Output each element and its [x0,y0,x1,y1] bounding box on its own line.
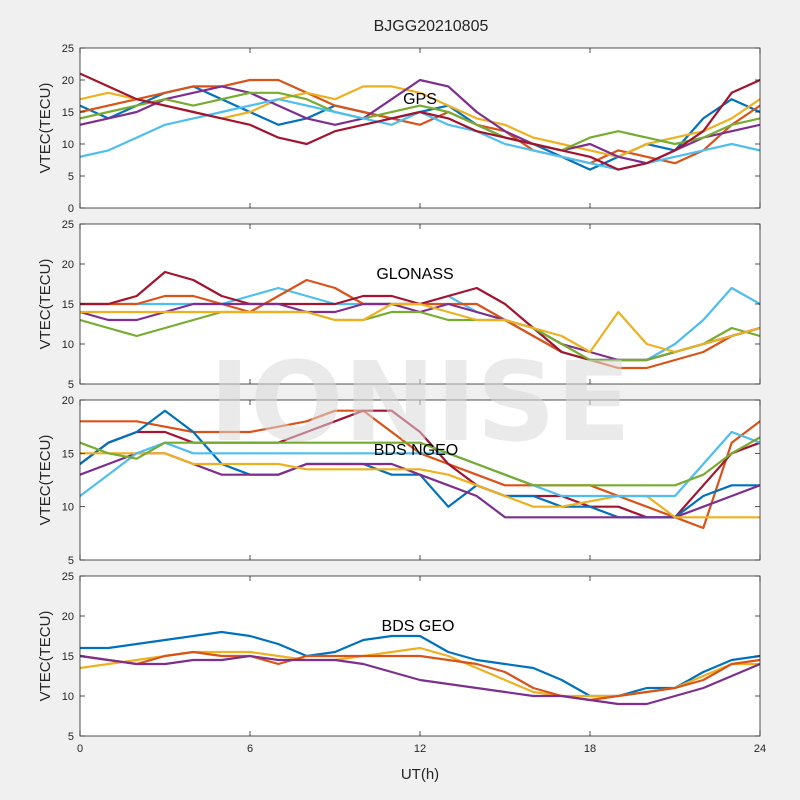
series-line-7 [80,72,760,171]
plot-area [80,400,760,560]
y-tick-label: 15 [62,651,74,663]
y-tick-label: 15 [62,107,74,119]
series-line-5 [80,91,760,152]
y-tick-label: 10 [62,139,74,151]
y-tick-label: 10 [62,339,74,351]
y-tick-label: 25 [62,571,74,583]
y-tick-label: 20 [62,75,74,87]
y-tick-label: 5 [68,555,74,567]
series-line-5 [80,310,760,362]
y-axis-label: VTEC(TECU) [37,435,54,526]
y-tick-label: 15 [62,299,74,311]
series-line-6 [80,430,760,498]
series-group [80,270,760,370]
x-tick-label: 6 [247,743,253,755]
figure-title: BJGG20210805 [374,18,489,35]
y-tick-label: 5 [68,171,74,183]
panel-1: 0 5 10 15 20 25 VTEC(TECU) GPS [37,43,761,215]
series-line-7 [80,436,760,487]
panel-title: GPS [403,91,437,108]
y-tick-label: 10 [62,691,74,703]
panel-2: 5 10 15 20 25 VTEC(TECU) GLONASS [37,219,761,391]
plot-area [80,48,760,208]
series-line-6 [80,302,760,354]
x-axis-label: UT(h) [401,766,439,783]
series-line-4 [80,654,760,706]
y-axis-label: VTEC(TECU) [37,83,54,174]
x-tick-label: 18 [584,743,596,755]
series-line-2 [80,78,760,165]
series-line-3 [80,650,760,702]
y-tick-label: 0 [68,203,74,215]
x-tick-label: 0 [77,743,83,755]
panel-3: 5 10 15 20 VTEC(TECU) BDS NGEO [37,395,761,567]
y-tick-label: 15 [62,448,74,460]
panel-title: BDS NGEO [374,442,458,459]
series-group [80,72,760,171]
y-axis-label: VTEC(TECU) [37,611,54,702]
y-tick-label: 20 [62,395,74,407]
y-tick-label: 5 [68,379,74,391]
y-tick-label: 25 [62,43,74,55]
series-line-1 [80,630,760,698]
y-tick-label: 20 [62,259,74,271]
y-tick-label: 10 [62,502,74,514]
watermark: IONISE [209,338,631,466]
y-tick-label: 25 [62,219,74,231]
y-axis-label: VTEC(TECU) [37,259,54,350]
series-group [80,630,760,706]
panel-title: GLONASS [376,266,453,283]
panel-title: BDS GEO [382,618,455,635]
series-group [80,409,760,530]
x-tick-label: 12 [414,743,426,755]
y-tick-label: 20 [62,611,74,623]
y-tick-label: 5 [68,731,74,743]
x-tick-label: 24 [754,743,766,755]
panel-4: 5 10 15 20 25 0 6 12 18 24 VTEC(TECU) BDS GEO [37,571,766,755]
